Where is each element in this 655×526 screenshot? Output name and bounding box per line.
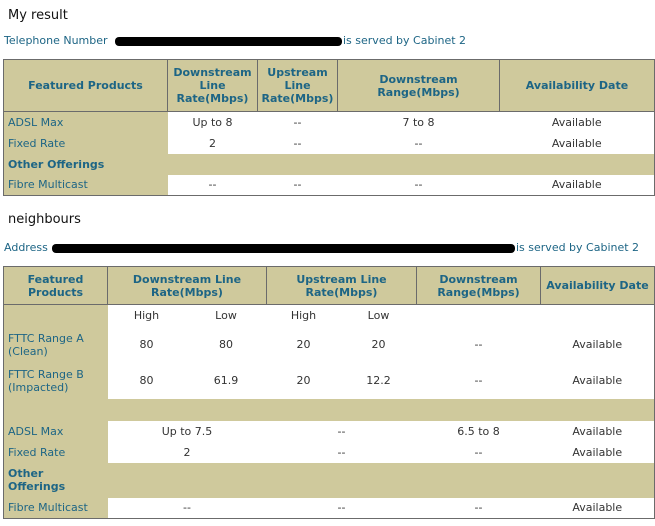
table-cell: -- bbox=[257, 111, 338, 133]
lookup-label: Telephone Number bbox=[4, 34, 108, 47]
table-cell: Available bbox=[499, 174, 655, 196]
column-header: Downstream Line Rate(Mbps) bbox=[107, 266, 267, 305]
table-row bbox=[3, 398, 655, 421]
table-row: ADSL Max Up to 8 -- 7 to 8 Available bbox=[3, 111, 655, 133]
table-cell: -- bbox=[337, 174, 500, 196]
group-fill bbox=[107, 462, 655, 498]
product-name: ADSL Max bbox=[3, 111, 168, 133]
product-name: FTTC Range B (Impacted) bbox=[3, 362, 108, 399]
sub-header: Low bbox=[340, 304, 417, 327]
table-cell: Available bbox=[540, 441, 655, 463]
row-spacer bbox=[3, 398, 655, 421]
table-cell: Up to 8 bbox=[167, 111, 258, 133]
table-cell: Available bbox=[540, 497, 655, 519]
table-cell: -- bbox=[416, 441, 541, 463]
product-name: Fixed Rate bbox=[3, 441, 108, 463]
table-row: Fixed Rate 2 -- -- Available bbox=[3, 441, 655, 463]
table-row: FTTC Range A (Clean) 80 80 20 20 -- Available bbox=[3, 326, 655, 363]
table-cell: -- bbox=[416, 326, 541, 363]
table-row: ADSL Max Up to 7.5 -- 6.5 to 8 Available bbox=[3, 420, 655, 442]
table-row: Other Offerings bbox=[3, 153, 655, 175]
table-cell: Available bbox=[499, 132, 655, 154]
column-header: Downstream Range(Mbps) bbox=[416, 266, 541, 305]
table-cell: 61.9 bbox=[185, 362, 267, 399]
table-row: FTTC Range B (Impacted) 80 61.9 20 12.2 -- Ava… bbox=[3, 362, 655, 399]
blank-cell bbox=[416, 304, 541, 327]
table-cell: -- bbox=[257, 132, 338, 154]
product-name: Fibre Multicast bbox=[3, 174, 168, 196]
product-name: Fibre Multicast bbox=[3, 497, 108, 519]
table-row: Fixed Rate 2 -- -- Available bbox=[3, 132, 655, 154]
table-cell: -- bbox=[416, 362, 541, 399]
column-header: Featured Products bbox=[3, 59, 168, 112]
table-cell: -- bbox=[107, 497, 267, 519]
heading: neighbours bbox=[8, 212, 81, 227]
table-cell: 6.5 to 8 bbox=[416, 420, 541, 442]
table-row: Fibre Multicast -- -- -- Available bbox=[3, 497, 655, 519]
table-cell: Available bbox=[499, 111, 655, 133]
table-cell: -- bbox=[266, 420, 417, 442]
column-header: Downstream Range(Mbps) bbox=[337, 59, 500, 112]
table-cell: -- bbox=[167, 174, 258, 196]
column-header: Availability Date bbox=[499, 59, 655, 112]
table-cell: 80 bbox=[185, 326, 267, 363]
column-header: Featured Products bbox=[3, 266, 108, 305]
table-cell: 12.2 bbox=[340, 362, 417, 399]
table-cell: Available bbox=[540, 420, 655, 442]
table-cell: Available bbox=[540, 326, 655, 363]
column-header: Availability Date bbox=[540, 266, 655, 305]
table-cell: Available bbox=[540, 362, 655, 399]
column-header: Upstream Line Rate(Mbps) bbox=[257, 59, 338, 112]
sub-header: High bbox=[266, 304, 341, 327]
table-row: Featured Products Downstream Line Rate(Mb… bbox=[3, 266, 655, 305]
group-label: Other Offerings bbox=[3, 153, 168, 175]
group-fill bbox=[167, 153, 655, 175]
table-row: Fibre Multicast -- -- -- Available bbox=[3, 174, 655, 196]
table-row: Featured Products Downstream Line Rate(Mb… bbox=[3, 59, 655, 112]
blank-cell bbox=[540, 304, 655, 327]
table-cell: -- bbox=[266, 441, 417, 463]
heading: My result bbox=[8, 8, 68, 23]
table-cell: 20 bbox=[266, 362, 341, 399]
redaction bbox=[52, 244, 515, 253]
lookup-result: is served by Cabinet 2 bbox=[516, 241, 640, 254]
table-cell: 20 bbox=[266, 326, 341, 363]
sub-header: High bbox=[107, 304, 186, 327]
redaction bbox=[115, 37, 342, 46]
lookup-label: Address bbox=[4, 241, 48, 254]
product-name: FTTC Range A (Clean) bbox=[3, 326, 108, 363]
table-cell: 2 bbox=[107, 441, 267, 463]
lookup-result: is served by Cabinet 2 bbox=[343, 34, 467, 47]
table-cell: 20 bbox=[340, 326, 417, 363]
table-cell: 7 to 8 bbox=[337, 111, 500, 133]
table-cell: Up to 7.5 bbox=[107, 420, 267, 442]
table-cell: -- bbox=[337, 132, 500, 154]
group-label: Other Offerings bbox=[3, 462, 108, 498]
table-cell: -- bbox=[416, 497, 541, 519]
table-cell: -- bbox=[266, 497, 417, 519]
product-name: Fixed Rate bbox=[3, 132, 168, 154]
products-table: Featured Products Downstream Line Rate(Mb… bbox=[3, 59, 655, 196]
column-header: Upstream Line Rate(Mbps) bbox=[266, 266, 417, 305]
table-cell: -- bbox=[257, 174, 338, 196]
product-name: ADSL Max bbox=[3, 420, 108, 442]
sub-header: Low bbox=[185, 304, 267, 327]
column-header: Downstream Line Rate(Mbps) bbox=[167, 59, 258, 112]
table-row: Other Offerings bbox=[3, 462, 655, 498]
products-table: Featured Products Downstream Line Rate(Mb… bbox=[3, 266, 655, 519]
table-cell: 2 bbox=[167, 132, 258, 154]
table-row: High Low High Low bbox=[3, 304, 655, 327]
table-cell: 80 bbox=[107, 326, 186, 363]
table-cell: 80 bbox=[107, 362, 186, 399]
label-fill bbox=[3, 304, 108, 327]
